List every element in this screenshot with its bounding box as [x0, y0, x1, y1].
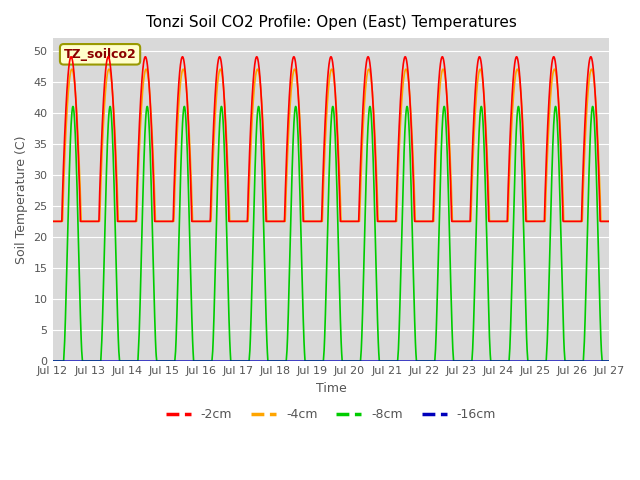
Text: TZ_soilco2: TZ_soilco2 — [63, 48, 136, 61]
X-axis label: Time: Time — [316, 382, 346, 395]
Title: Tonzi Soil CO2 Profile: Open (East) Temperatures: Tonzi Soil CO2 Profile: Open (East) Temp… — [145, 15, 516, 30]
Y-axis label: Soil Temperature (C): Soil Temperature (C) — [15, 135, 28, 264]
Legend: -2cm, -4cm, -8cm, -16cm: -2cm, -4cm, -8cm, -16cm — [161, 403, 501, 426]
